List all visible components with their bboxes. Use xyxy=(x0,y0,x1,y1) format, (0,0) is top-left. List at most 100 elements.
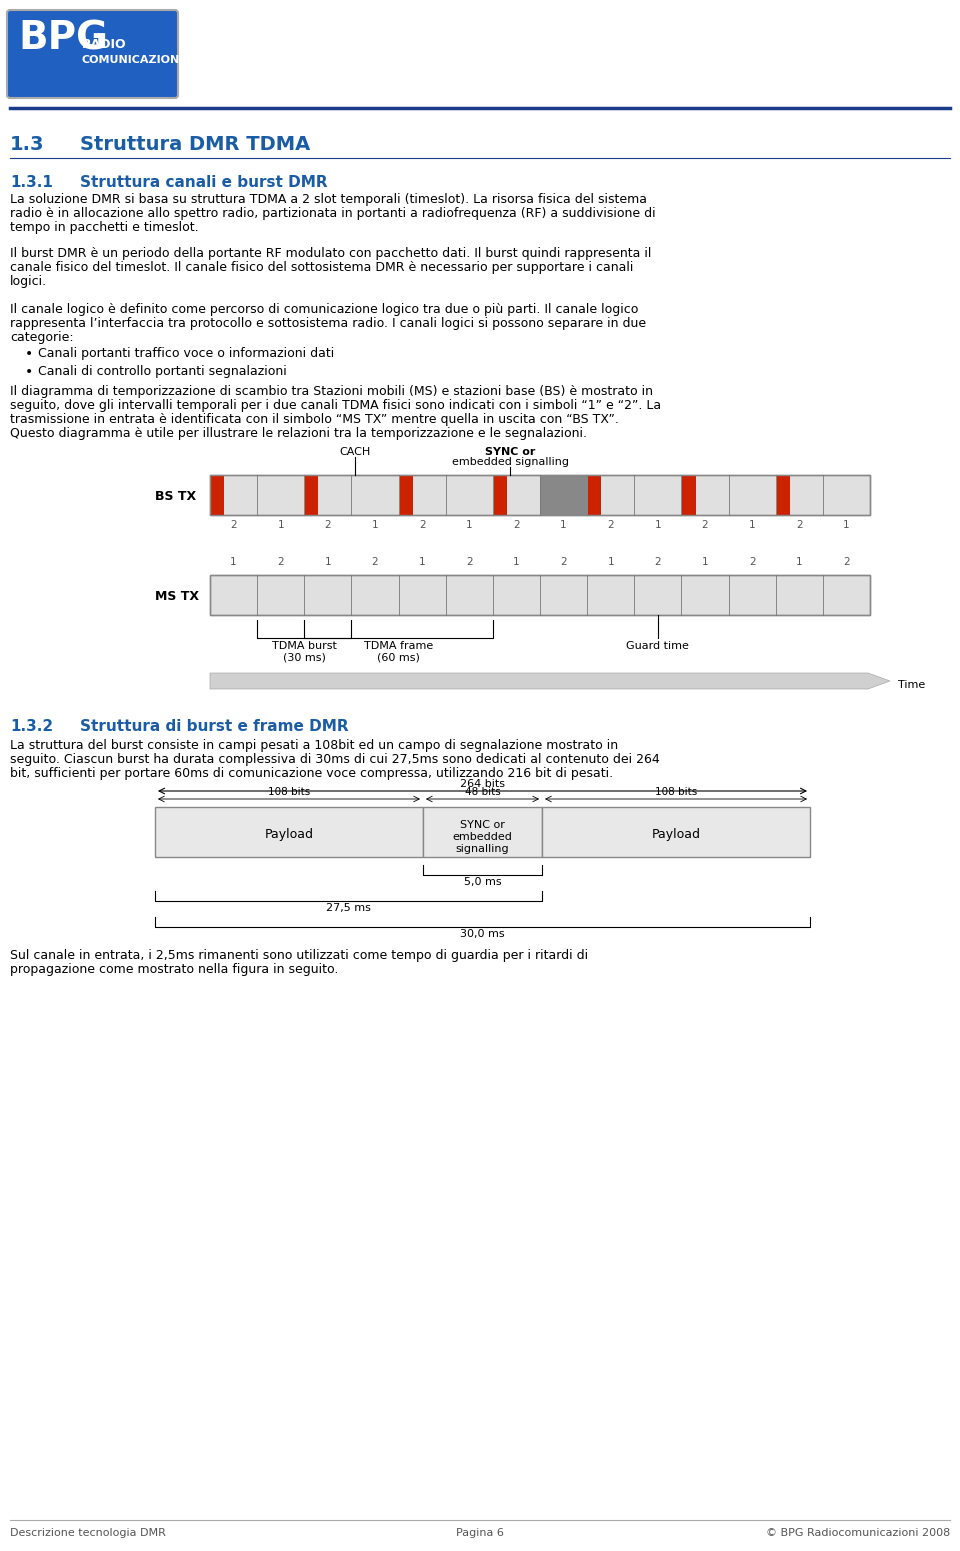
Text: BS TX: BS TX xyxy=(155,490,196,503)
Text: RADIO: RADIO xyxy=(82,39,127,51)
Text: Il burst DMR è un periodo della portante RF modulato con pacchetto dati. Il burs: Il burst DMR è un periodo della portante… xyxy=(10,247,652,261)
Text: Time: Time xyxy=(898,679,925,690)
Text: 1: 1 xyxy=(419,557,425,568)
Text: Il diagramma di temporizzazione di scambio tra Stazioni mobili (MS) e stazioni b: Il diagramma di temporizzazione di scamb… xyxy=(10,385,653,399)
Bar xyxy=(155,807,423,858)
Text: 108 bits: 108 bits xyxy=(655,786,697,797)
Text: embedded signalling: embedded signalling xyxy=(451,458,568,467)
Text: SYNC or: SYNC or xyxy=(460,820,505,830)
Bar xyxy=(305,475,319,515)
Text: categorie:: categorie: xyxy=(10,330,74,344)
Text: logici.: logici. xyxy=(10,275,47,288)
Text: 108 bits: 108 bits xyxy=(268,786,310,797)
Bar xyxy=(211,475,225,515)
Text: 1: 1 xyxy=(230,557,237,568)
Text: 1: 1 xyxy=(749,520,756,530)
Text: 1: 1 xyxy=(608,557,614,568)
Bar xyxy=(210,475,870,515)
Text: 5,0 ms: 5,0 ms xyxy=(464,876,501,887)
Text: 2: 2 xyxy=(749,557,756,568)
Text: Struttura DMR TDMA: Struttura DMR TDMA xyxy=(80,135,310,154)
Text: MS TX: MS TX xyxy=(155,589,199,603)
Bar xyxy=(399,475,413,515)
Text: •: • xyxy=(25,347,34,361)
Text: BPG: BPG xyxy=(18,20,108,57)
Text: 1: 1 xyxy=(655,520,661,530)
Text: La struttura del burst consiste in campi pesati a 108bit ed un campo di segnalaz: La struttura del burst consiste in campi… xyxy=(10,738,618,752)
Bar xyxy=(540,475,588,515)
Text: Struttura canali e burst DMR: Struttura canali e burst DMR xyxy=(80,175,327,191)
Text: 2: 2 xyxy=(608,520,614,530)
Text: Il canale logico è definito come percorso di comunicazione logico tra due o più : Il canale logico è definito come percors… xyxy=(10,302,638,316)
Bar xyxy=(210,575,870,616)
Text: 1: 1 xyxy=(372,520,378,530)
Text: 2: 2 xyxy=(796,520,803,530)
Text: 1.3.1: 1.3.1 xyxy=(10,175,53,191)
Text: 2: 2 xyxy=(419,520,425,530)
Text: 48 bits: 48 bits xyxy=(465,786,500,797)
Text: 2: 2 xyxy=(372,557,378,568)
Bar xyxy=(210,475,870,515)
Text: •: • xyxy=(25,364,34,378)
Text: 2: 2 xyxy=(702,520,708,530)
Text: seguito, dove gli intervalli temporali per i due canali TDMA fisici sono indicat: seguito, dove gli intervalli temporali p… xyxy=(10,399,661,413)
Text: 1: 1 xyxy=(561,520,567,530)
Text: Sul canale in entrata, i 2,5ms rimanenti sono utilizzati come tempo di guardia p: Sul canale in entrata, i 2,5ms rimanenti… xyxy=(10,949,588,962)
Text: 264 bits: 264 bits xyxy=(460,779,505,789)
Text: Pagina 6: Pagina 6 xyxy=(456,1528,504,1539)
Text: Payload: Payload xyxy=(264,828,314,841)
Text: radio è in allocazione allo spettro radio, partizionata in portanti a radiofrequ: radio è in allocazione allo spettro radi… xyxy=(10,206,656,220)
Text: Canali portanti traffico voce o informazioni dati: Canali portanti traffico voce o informaz… xyxy=(38,347,334,360)
Text: canale fisico del timeslot. Il canale fisico del sottosistema DMR è necessario p: canale fisico del timeslot. Il canale fi… xyxy=(10,261,634,275)
Text: 1.3.2: 1.3.2 xyxy=(10,720,53,734)
Text: 1: 1 xyxy=(513,557,519,568)
Text: 2: 2 xyxy=(466,557,472,568)
Text: 1.3: 1.3 xyxy=(10,135,44,154)
Text: Struttura di burst e frame DMR: Struttura di burst e frame DMR xyxy=(80,720,348,734)
Text: Payload: Payload xyxy=(652,828,701,841)
Text: 27,5 ms: 27,5 ms xyxy=(326,903,371,914)
Text: La soluzione DMR si basa su struttura TDMA a 2 slot temporali (timeslot). La ris: La soluzione DMR si basa su struttura TD… xyxy=(10,192,647,206)
Bar xyxy=(777,475,790,515)
Text: Questo diagramma è utile per illustrare le relazioni tra la temporizzazione e le: Questo diagramma è utile per illustrare … xyxy=(10,427,587,440)
Text: 2: 2 xyxy=(655,557,661,568)
Text: 1: 1 xyxy=(843,520,850,530)
Bar xyxy=(423,807,542,858)
FancyArrow shape xyxy=(210,673,890,689)
Text: 1: 1 xyxy=(324,557,331,568)
Text: TDMA burst: TDMA burst xyxy=(272,641,337,651)
Text: rappresenta l’interfaccia tra protocollo e sottosistema radio. I canali logici s: rappresenta l’interfaccia tra protocollo… xyxy=(10,316,646,330)
Text: 2: 2 xyxy=(277,557,284,568)
Bar xyxy=(210,575,870,616)
Text: seguito. Ciascun burst ha durata complessiva di 30ms di cui 27,5ms sono dedicati: seguito. Ciascun burst ha durata comples… xyxy=(10,752,660,766)
Text: 2: 2 xyxy=(230,520,237,530)
Text: 1: 1 xyxy=(277,520,284,530)
Text: 1: 1 xyxy=(466,520,472,530)
Text: trasmissione in entrata è identificata con il simbolo “MS TX” mentre quella in u: trasmissione in entrata è identificata c… xyxy=(10,413,619,427)
Text: TDMA frame: TDMA frame xyxy=(364,641,433,651)
Text: 2: 2 xyxy=(843,557,850,568)
Text: Descrizione tecnologia DMR: Descrizione tecnologia DMR xyxy=(10,1528,166,1539)
Text: propagazione come mostrato nella figura in seguito.: propagazione come mostrato nella figura … xyxy=(10,963,338,976)
Text: 2: 2 xyxy=(324,520,331,530)
Text: Guard time: Guard time xyxy=(627,641,689,651)
Text: bit, sufficienti per portare 60ms di comunicazione voce compressa, utilizzando 2: bit, sufficienti per portare 60ms di com… xyxy=(10,768,613,780)
Bar xyxy=(588,475,601,515)
Text: 2: 2 xyxy=(513,520,519,530)
Text: Canali di controllo portanti segnalazioni: Canali di controllo portanti segnalazion… xyxy=(38,364,287,378)
Bar xyxy=(683,475,696,515)
Bar xyxy=(493,475,507,515)
Text: embedded: embedded xyxy=(452,831,513,842)
Text: signalling: signalling xyxy=(456,844,510,855)
Text: 30,0 ms: 30,0 ms xyxy=(460,929,505,938)
Text: (30 ms): (30 ms) xyxy=(283,651,325,662)
Text: CACH: CACH xyxy=(340,447,371,458)
FancyBboxPatch shape xyxy=(80,20,168,88)
FancyBboxPatch shape xyxy=(7,9,178,98)
Text: SYNC or: SYNC or xyxy=(485,447,535,458)
Text: 2: 2 xyxy=(561,557,567,568)
Bar xyxy=(542,807,810,858)
Text: tempo in pacchetti e timeslot.: tempo in pacchetti e timeslot. xyxy=(10,220,199,234)
Text: (60 ms): (60 ms) xyxy=(377,651,420,662)
Text: COMUNICAZIONI: COMUNICAZIONI xyxy=(82,54,184,65)
